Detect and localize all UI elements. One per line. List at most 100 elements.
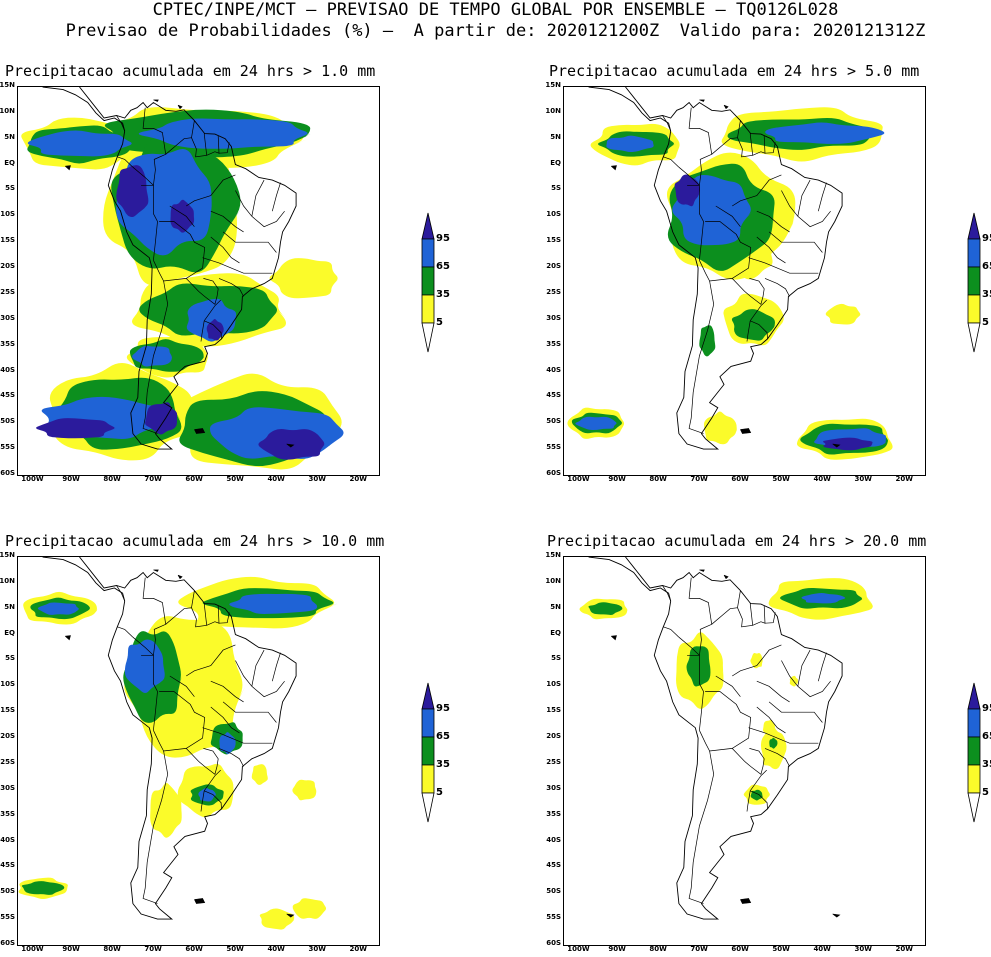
political-border <box>116 115 126 132</box>
political-border <box>251 179 265 217</box>
latitude-label: 5N <box>4 602 15 611</box>
island <box>286 913 295 918</box>
political-border <box>797 649 811 687</box>
legend-swatch <box>421 736 435 766</box>
panel-title: Precipitacao acumulada em 24 hrs > 20.0 … <box>547 532 927 550</box>
legend-label: 65 <box>982 731 991 742</box>
political-border <box>271 182 281 212</box>
longitude-label: 50W <box>772 475 790 483</box>
political-border <box>731 748 765 775</box>
island <box>699 569 705 572</box>
legend-swatch <box>421 708 435 738</box>
longitude-label: 80W <box>103 945 121 953</box>
political-border <box>746 320 751 342</box>
longitude-label: 40W <box>267 475 285 483</box>
probability-contour <box>219 732 236 755</box>
legend-swatch <box>967 708 981 738</box>
map-canvas <box>21 87 347 470</box>
political-border <box>251 649 265 687</box>
legend-swatch <box>421 792 435 823</box>
probability-map <box>563 86 926 476</box>
political-border <box>210 680 244 703</box>
latitude-label: 25S <box>546 287 561 296</box>
political-border <box>132 166 158 261</box>
legend-label: 65 <box>982 261 991 272</box>
map-canvas <box>18 557 339 930</box>
political-border <box>768 231 823 253</box>
longitude-label: 30W <box>854 475 872 483</box>
longitude-label: 60W <box>185 475 203 483</box>
latitude-label: 20S <box>0 262 15 271</box>
latitude-label: 15N <box>0 81 15 89</box>
latitude-label: 35S <box>546 339 561 348</box>
political-border <box>756 680 790 703</box>
political-border <box>203 769 221 792</box>
longitude-label: 90W <box>608 475 626 483</box>
legend-swatch <box>421 238 435 268</box>
political-border <box>797 179 811 217</box>
island <box>740 898 752 904</box>
legend-label: 5 <box>982 787 989 798</box>
panel-title: Precipitacao acumulada em 24 hrs > 1.0 m… <box>5 62 376 80</box>
latitude-label: 5N <box>550 132 561 141</box>
island <box>611 635 617 641</box>
political-border <box>142 280 169 434</box>
map-canvas <box>567 87 893 460</box>
latitude-label: 15S <box>0 236 15 245</box>
political-border <box>750 320 768 339</box>
legend-label: 95 <box>436 703 450 714</box>
latitude-label: 40S <box>546 835 561 844</box>
longitude-label: 80W <box>649 945 667 953</box>
longitude-label: 50W <box>226 945 244 953</box>
latitude-label: 35S <box>0 339 15 348</box>
longitude-label: 60W <box>731 475 749 483</box>
longitude-label: 70W <box>144 945 162 953</box>
political-border <box>764 612 776 624</box>
island <box>723 574 729 580</box>
island <box>153 99 159 102</box>
political-border <box>116 585 126 602</box>
political-border <box>711 590 741 625</box>
latitude-label: 30S <box>0 783 15 792</box>
political-border <box>186 174 236 207</box>
probability-contour <box>699 325 716 357</box>
political-border <box>663 156 680 168</box>
latitude-label: 50S <box>546 887 561 896</box>
latitude-label: 15S <box>546 236 561 245</box>
color-legend <box>967 212 981 353</box>
probability-contour <box>116 165 149 218</box>
latitude-label: 55S <box>546 443 561 452</box>
longitude-label: 30W <box>308 475 326 483</box>
political-border <box>764 142 776 154</box>
longitude-label: 50W <box>226 475 244 483</box>
political-border <box>218 612 230 624</box>
island <box>177 104 183 110</box>
latitude-label: 10N <box>545 576 561 585</box>
island <box>740 428 752 434</box>
legend-label: 95 <box>982 233 991 244</box>
longitude-label: 40W <box>813 945 831 953</box>
latitude-label: 60S <box>546 939 561 947</box>
political-border <box>768 701 823 723</box>
legend-swatch <box>967 212 981 240</box>
panel-title: Precipitacao acumulada em 24 hrs > 10.0 … <box>5 532 385 550</box>
probability-contour <box>765 122 887 144</box>
political-border <box>737 603 754 628</box>
longitude-label: 70W <box>690 475 708 483</box>
island <box>65 165 71 171</box>
probability-contour <box>251 764 268 785</box>
latitude-label: 10S <box>546 680 561 689</box>
color-legend <box>421 682 435 823</box>
legend-label: 5 <box>982 317 989 328</box>
political-border <box>756 210 790 233</box>
political-border <box>662 115 672 132</box>
coastline <box>42 87 297 450</box>
longitude-label: 100W <box>21 945 44 953</box>
latitude-label: 50S <box>546 417 561 426</box>
latitude-label: 60S <box>546 469 561 477</box>
political-border <box>200 790 205 812</box>
color-legend <box>421 212 435 353</box>
political-border <box>117 626 134 638</box>
probability-contour <box>259 908 295 930</box>
latitude-label: 50S <box>0 887 15 896</box>
